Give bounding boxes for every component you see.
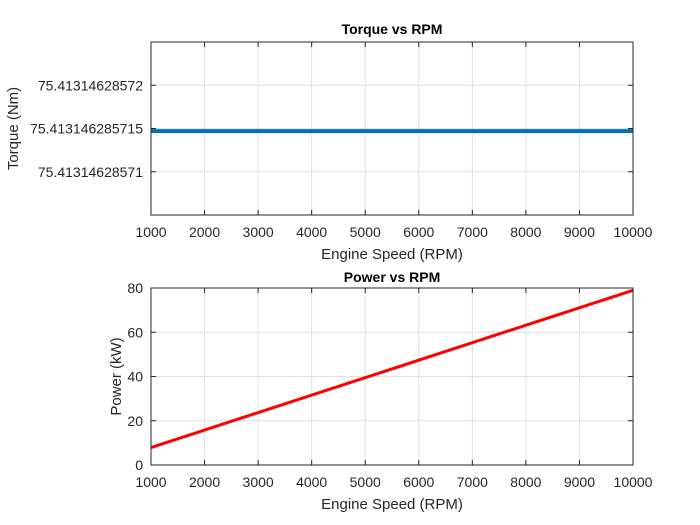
power-y-tick-label: 20	[127, 413, 143, 429]
torque-chart: 1000 2000 3000 4000 5000 6000 7000 8000 9000 1000…	[5, 21, 653, 263]
power-y-tick-label: 40	[127, 369, 143, 385]
power-x-tick-label: 3000	[243, 474, 274, 490]
torque-y-tick-labels: 75.41314628571 75.413146285715 75.41314628…	[30, 77, 143, 180]
power-x-tick-labels: 1000 2000 3000 4000 5000 6000 7000 8000 9000 1000…	[135, 474, 652, 490]
power-x-tick-label: 4000	[296, 474, 327, 490]
power-x-tick-label: 7000	[457, 474, 488, 490]
power-y-axis-label: Power (kW)	[108, 337, 125, 415]
power-y-tick-label: 80	[127, 280, 143, 296]
torque-chart-title: Torque vs RPM	[342, 21, 443, 37]
power-y-tick-label: 0	[135, 457, 143, 473]
torque-x-tick-label: 8000	[510, 224, 541, 240]
torque-ticks	[150, 42, 634, 215]
power-x-tick-label: 8000	[510, 474, 541, 490]
torque-x-tick-label: 5000	[350, 224, 381, 240]
torque-x-tick-labels: 1000 2000 3000 4000 5000 6000 7000 8000 9000 1000…	[135, 224, 652, 240]
torque-x-tick-label: 4000	[296, 224, 327, 240]
torque-y-tick-label: 75.41314628572	[38, 77, 143, 93]
power-x-tick-label: 2000	[189, 474, 220, 490]
torque-y-axis-label: Torque (Nm)	[5, 87, 22, 170]
power-x-tick-label: 10000	[614, 474, 653, 490]
torque-x-tick-label: 3000	[243, 224, 274, 240]
torque-grid	[150, 42, 634, 215]
power-x-axis-label: Engine Speed (RPM)	[321, 496, 463, 513]
torque-x-tick-label: 6000	[403, 224, 434, 240]
power-y-tick-label: 60	[127, 324, 143, 340]
power-x-tick-label: 6000	[403, 474, 434, 490]
torque-x-axis-label: Engine Speed (RPM)	[321, 246, 463, 263]
power-chart: 1000 2000 3000 4000 5000 6000 7000 8000 9000 1000…	[108, 269, 653, 513]
power-chart-title: Power vs RPM	[344, 269, 440, 285]
torque-x-tick-label: 1000	[135, 224, 166, 240]
torque-x-tick-label: 10000	[614, 224, 653, 240]
torque-x-tick-label: 7000	[457, 224, 488, 240]
power-series	[150, 288, 634, 449]
torque-y-tick-label: 75.413146285715	[30, 121, 143, 137]
power-series-line	[150, 288, 634, 449]
power-x-tick-label: 1000	[135, 474, 166, 490]
power-x-tick-label: 5000	[350, 474, 381, 490]
power-ticks	[150, 287, 634, 466]
torque-x-tick-label: 2000	[189, 224, 220, 240]
power-x-tick-label: 9000	[564, 474, 595, 490]
power-y-tick-labels: 0 20 40 60 80	[127, 280, 143, 473]
torque-x-tick-label: 9000	[564, 224, 595, 240]
torque-y-tick-label: 75.41314628571	[38, 164, 143, 180]
